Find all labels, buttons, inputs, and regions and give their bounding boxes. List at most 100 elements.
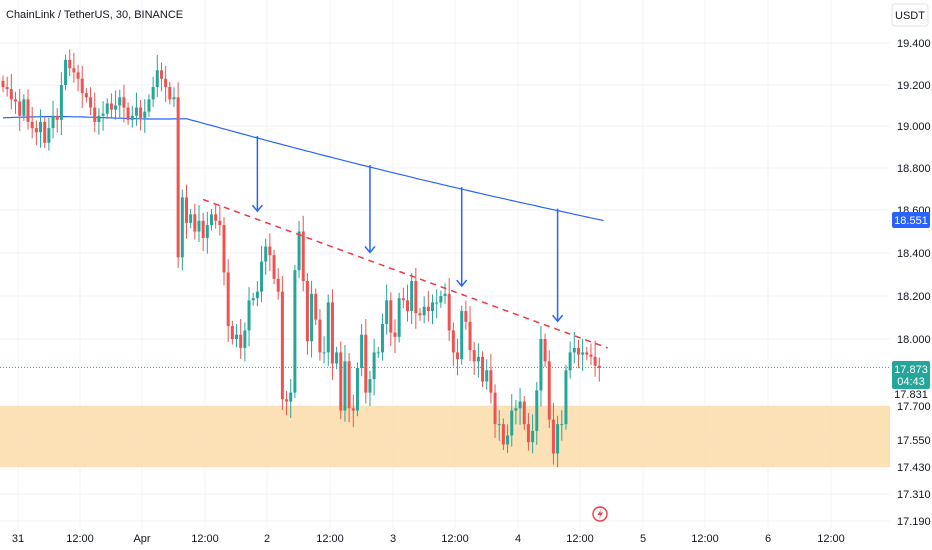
candle-body	[251, 298, 255, 301]
arrow-head	[552, 314, 564, 323]
candle-body	[405, 300, 409, 312]
candle-body	[285, 399, 289, 402]
candle-body	[1, 80, 5, 88]
candle-body	[189, 214, 193, 223]
candle-body	[264, 246, 268, 262]
chart-title: ChainLink / TetherUS, 30, BINANCE	[6, 9, 183, 21]
price-tick: 17.430	[897, 462, 931, 474]
candle-body	[222, 225, 226, 273]
candle-body	[556, 424, 560, 454]
time-tick: 12:00	[316, 533, 344, 545]
candle-body	[593, 356, 597, 366]
candle-body	[426, 306, 430, 312]
candle-body	[364, 334, 368, 393]
candle-body	[272, 255, 276, 279]
down-arrows	[251, 135, 564, 323]
candle-body	[531, 430, 535, 443]
candle-body	[297, 231, 301, 271]
price-tick: 18.400	[897, 248, 931, 260]
candle-body	[447, 293, 451, 331]
candle-body	[172, 97, 176, 100]
candle-body	[180, 197, 184, 258]
candle-body	[109, 103, 113, 110]
time-tick: 12:00	[566, 533, 594, 545]
lightning-icon[interactable]	[592, 506, 608, 522]
candle-body	[205, 225, 209, 238]
price-tick: 19.000	[897, 121, 931, 133]
candle-body	[539, 339, 543, 391]
candle-body	[97, 115, 101, 122]
candle-body	[93, 107, 97, 122]
candle-body	[393, 332, 397, 337]
candle-body	[435, 302, 439, 304]
candle-body	[305, 280, 309, 342]
candle-body	[239, 334, 243, 348]
candle-body	[493, 392, 497, 425]
candle-body	[235, 334, 239, 339]
candle-body	[418, 313, 422, 316]
candle-body	[89, 97, 93, 108]
price-tick: 17.700	[897, 401, 931, 413]
candle-body	[139, 107, 143, 118]
candle-body	[506, 435, 510, 445]
candle-body	[401, 298, 405, 301]
time-tick: 12:00	[817, 533, 845, 545]
candle-body	[472, 350, 476, 362]
price-tick: 17.190	[897, 516, 931, 528]
candle-body	[18, 101, 22, 116]
candle-body	[59, 85, 63, 120]
time-tick: 12:00	[191, 533, 219, 545]
price-scale[interactable]: USDT 19.40019.20019.00018.80018.60018.40…	[890, 0, 932, 550]
price-tick: 19.400	[897, 38, 931, 50]
candle-body	[468, 321, 472, 351]
candle-body	[535, 390, 539, 431]
candle-body	[184, 197, 188, 223]
time-tick: 5	[640, 533, 646, 545]
time-tick: 12:00	[441, 533, 469, 545]
candle-body	[526, 424, 530, 443]
candle-body	[176, 97, 180, 258]
candle-body	[485, 370, 489, 382]
time-tick: 3	[390, 533, 396, 545]
candle-body	[255, 291, 259, 299]
candle-body	[322, 352, 326, 354]
candle-body	[330, 302, 334, 364]
candle-body	[314, 293, 318, 320]
candle-body	[22, 99, 26, 116]
candle-body	[268, 246, 272, 256]
arrow-head	[251, 204, 263, 213]
price-tick: 19.200	[897, 80, 931, 92]
price-tick: 18.800	[897, 163, 931, 175]
candles	[1, 49, 601, 468]
candle-body	[9, 89, 13, 100]
candle-body	[210, 214, 213, 226]
candle-body	[560, 424, 564, 426]
candle-body	[230, 326, 234, 339]
arrow-head	[456, 279, 468, 288]
candle-body	[414, 280, 418, 314]
candle-body	[197, 220, 201, 232]
countdown-text: 04:43	[897, 376, 925, 388]
candle-body	[72, 68, 76, 73]
price-tick: 18.200	[897, 291, 931, 303]
candle-body	[564, 370, 568, 425]
price-ticks: 19.40019.20019.00018.80018.60018.40018.2…	[897, 38, 931, 528]
time-tick: Apr	[133, 533, 150, 545]
candle-body	[105, 103, 109, 114]
level-price-text: 17.831	[894, 389, 928, 401]
candle-body	[247, 300, 251, 331]
candle-body	[589, 354, 593, 357]
time-tick: 4	[515, 533, 521, 545]
ma-price-label: 18.551	[892, 212, 930, 228]
candle-body	[551, 419, 555, 454]
candle-body	[151, 87, 155, 100]
candle-body	[481, 356, 485, 382]
unit-box[interactable]: USDT	[891, 3, 929, 27]
candle-body	[326, 302, 330, 353]
candle-body	[443, 293, 447, 296]
candle-body	[389, 300, 393, 333]
candle-body	[134, 107, 138, 116]
candle-body	[351, 408, 355, 411]
candle-body	[130, 115, 134, 120]
